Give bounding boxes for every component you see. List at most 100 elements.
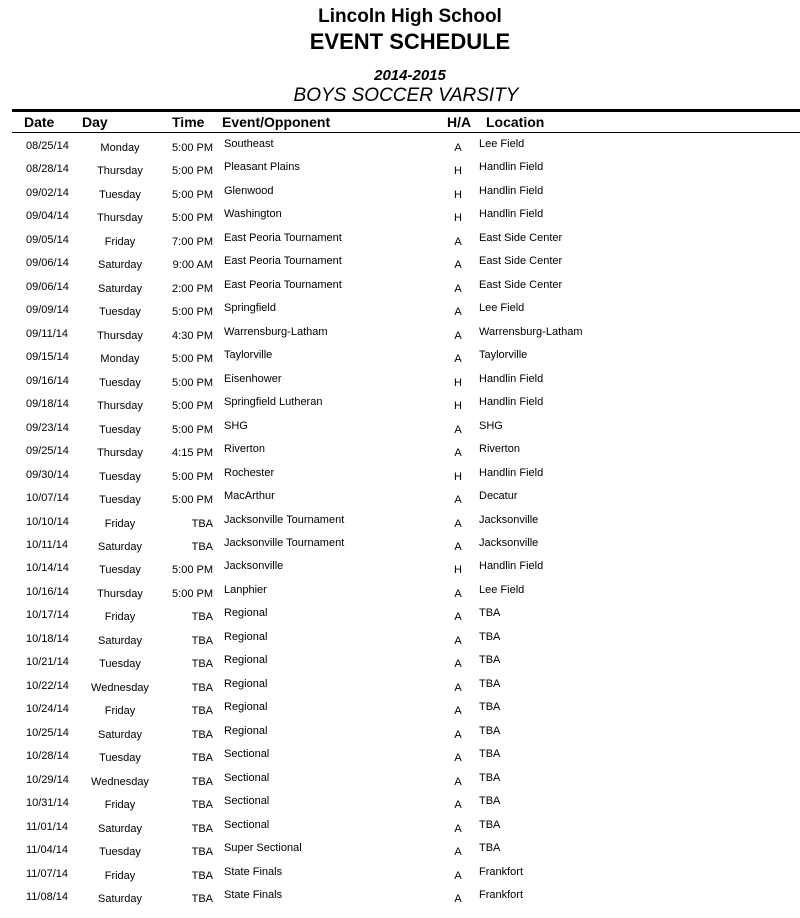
cell-ha: A <box>454 634 462 647</box>
cell-event: Jacksonville Tournament <box>224 536 345 549</box>
cell-day: Saturday <box>97 893 143 906</box>
cell-date: 10/25/14 <box>26 726 69 739</box>
cell-ha: A <box>454 681 462 694</box>
cell-ha: A <box>454 329 462 342</box>
cell-date: 09/23/14 <box>26 421 69 434</box>
cell-time: TBA <box>191 634 213 647</box>
cell-time: 5:00 PM <box>172 188 213 201</box>
cell-time: 7:00 PM <box>172 235 213 248</box>
cell-date: 09/09/14 <box>26 304 69 317</box>
cell-location: TBA <box>479 677 501 690</box>
cell-location: Handlin Field <box>479 184 544 197</box>
cell-day: Monday <box>100 142 140 154</box>
cell-time: 5:00 PM <box>172 494 213 507</box>
cell-date: 09/06/14 <box>26 280 69 293</box>
cell-location: Taylorville <box>479 349 528 362</box>
cell-day: Monday <box>100 353 140 366</box>
cell-ha: H <box>454 470 462 483</box>
cell-location: Frankfort <box>479 865 524 878</box>
cell-ha: A <box>454 540 462 553</box>
cell-event: East Peoria Tournament <box>224 255 342 268</box>
table-row: 09/04/14 Thursday 5:00 PM Washington H Handli… <box>0 207 800 230</box>
cell-ha: A <box>454 752 462 765</box>
cell-location: Handlin Field <box>479 161 544 174</box>
cell-date: 11/08/14 <box>26 891 69 904</box>
cell-day: Friday <box>104 705 136 718</box>
cell-event: Warrensburg-Latham <box>224 325 328 338</box>
cell-ha: A <box>454 658 462 671</box>
cell-time: TBA <box>191 799 213 812</box>
cell-time: 5:00 PM <box>172 376 213 389</box>
cell-ha: H <box>454 564 462 577</box>
cell-location: TBA <box>479 842 501 855</box>
cell-event: Regional <box>224 701 268 714</box>
table-row: 09/15/14 Monday 5:00 PM Taylorville A Taylorv… <box>0 348 800 371</box>
cell-location: TBA <box>479 795 501 808</box>
cell-day: Tuesday <box>99 846 141 859</box>
cell-time: 4:30 PM <box>172 329 213 342</box>
cell-time: TBA <box>191 752 213 765</box>
column-rule <box>12 132 800 133</box>
cell-date: 09/30/14 <box>26 468 69 481</box>
cell-day: Friday <box>104 799 136 812</box>
table-row: 10/07/14 Tuesday 5:00 PM MacArthur A Decatur <box>0 489 800 512</box>
cell-event: Sectional <box>224 771 270 784</box>
cell-day: Tuesday <box>99 188 141 201</box>
cell-date: 10/11/14 <box>26 538 69 551</box>
cell-time: 5:00 PM <box>172 400 213 413</box>
cell-date: 09/15/14 <box>26 351 69 364</box>
cell-ha: A <box>454 587 462 600</box>
cell-date: 09/05/14 <box>26 233 69 246</box>
cell-time: 5:00 PM <box>172 142 213 154</box>
team-name: BOYS SOCCER VARSITY <box>293 85 519 106</box>
cell-day: Wednesday <box>91 681 149 694</box>
table-row: 10/14/14 Tuesday 5:00 PM Jacksonville H Handl… <box>0 559 800 582</box>
cell-ha: H <box>454 400 462 413</box>
cell-ha: A <box>454 611 462 624</box>
cell-time: TBA <box>191 822 213 835</box>
cell-date: 09/11/14 <box>26 327 69 340</box>
cell-date: 10/07/14 <box>26 492 69 505</box>
cell-date: 11/07/14 <box>26 867 69 880</box>
header-time: Time <box>172 114 205 130</box>
cell-event: Sectional <box>224 748 270 761</box>
cell-time: 5:00 PM <box>172 564 213 577</box>
cell-location: Lee Field <box>479 583 525 596</box>
cell-location: Frankfort <box>479 889 524 902</box>
cell-day: Tuesday <box>99 564 141 577</box>
cell-day: Tuesday <box>99 376 141 389</box>
cell-time: TBA <box>191 517 213 530</box>
cell-event: East Peoria Tournament <box>224 278 342 291</box>
cell-day: Wednesday <box>91 775 149 788</box>
cell-ha: H <box>454 165 462 178</box>
cell-time: TBA <box>191 658 213 671</box>
cell-time: 5:00 PM <box>172 470 213 483</box>
cell-time: TBA <box>191 728 213 741</box>
cell-location: Handlin Field <box>479 396 544 409</box>
cell-event: Taylorville <box>224 349 273 362</box>
cell-event: Sectional <box>224 818 270 831</box>
cell-time: 5:00 PM <box>172 212 213 225</box>
cell-date: 10/31/14 <box>26 797 69 810</box>
cell-time: TBA <box>191 705 213 718</box>
cell-date: 10/14/14 <box>26 562 69 575</box>
cell-date: 09/18/14 <box>26 398 69 411</box>
cell-day: Thursday <box>97 212 143 225</box>
table-row: 10/29/14 Wednesday TBA Sectional A TBA <box>0 771 800 794</box>
header-ha: H/A <box>447 114 472 130</box>
cell-event: Regional <box>224 607 268 620</box>
cell-ha: H <box>454 376 462 389</box>
cell-day: Friday <box>104 611 136 624</box>
table-row: 08/25/14 Monday 5:00 PM Southeast A Lee Field <box>0 137 800 160</box>
cell-location: TBA <box>479 701 501 714</box>
cell-time: 2:00 PM <box>172 282 213 295</box>
cell-day: Saturday <box>97 540 143 553</box>
document-title: EVENT SCHEDULE <box>309 29 511 54</box>
cell-ha: A <box>454 822 462 835</box>
table-row: 10/17/14 Friday TBA Regional A TBA <box>0 606 800 629</box>
cell-event: Lanphier <box>224 583 267 596</box>
cell-time: TBA <box>191 775 213 788</box>
cell-ha: H <box>454 212 462 225</box>
cell-event: Regional <box>224 677 268 690</box>
cell-event: Pleasant Plains <box>224 161 300 174</box>
